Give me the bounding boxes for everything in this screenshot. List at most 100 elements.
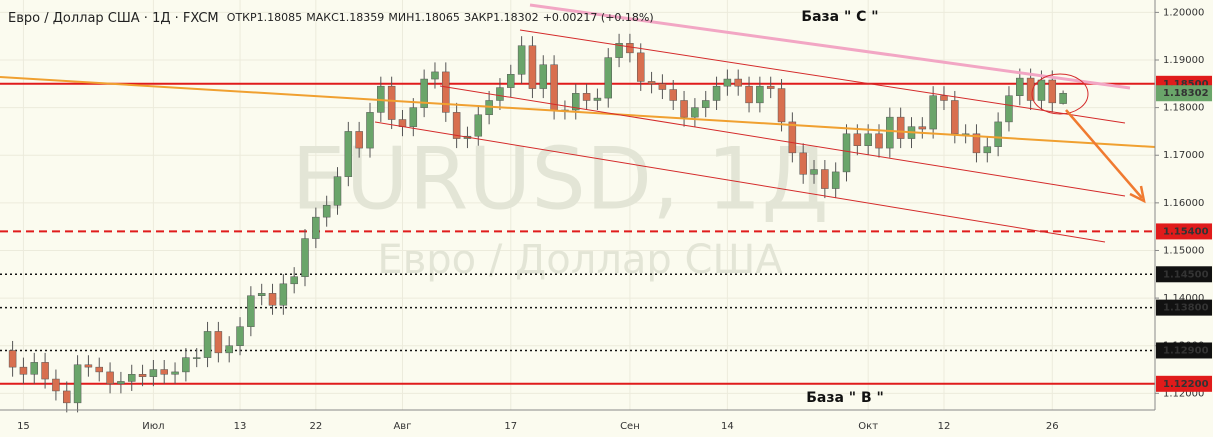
candle-body: [214, 331, 223, 354]
arrow: [1065, 109, 1143, 199]
candle-body: [626, 43, 634, 54]
candle-body: [225, 345, 233, 354]
last-price-label: 1.18302: [1163, 88, 1209, 99]
candle-body: [918, 126, 927, 130]
candle-body: [691, 107, 699, 118]
candle-body: [983, 146, 992, 154]
x-tick-label: 26: [1046, 421, 1059, 432]
candle-body: [322, 204, 331, 218]
candle-body: [1026, 77, 1035, 101]
candle-body: [1005, 95, 1013, 123]
candle-body: [73, 364, 82, 404]
candle-body: [864, 133, 872, 146]
candle-body: [582, 93, 591, 101]
levels: [0, 82, 1155, 385]
candle-body: [723, 78, 732, 87]
candle-body: [192, 357, 201, 359]
level-label-box: [1156, 266, 1212, 283]
drawings: [0, 3, 1156, 243]
ohlc-label: МИН: [388, 11, 414, 24]
symbol: Евро / Доллар США · 1Д · FXCM: [8, 11, 219, 26]
level-label: 1.13800: [1163, 303, 1209, 314]
candle-body: [972, 133, 981, 154]
candles: [8, 33, 1067, 413]
price-axis: [1155, 0, 1213, 437]
candle-body: [268, 293, 277, 306]
candle-body: [474, 114, 483, 137]
candle-body: [41, 362, 49, 380]
candle-body: [8, 350, 17, 368]
candle-body: [452, 112, 461, 139]
x-tick-label: Окт: [858, 421, 878, 432]
x-tick-label: 13: [234, 421, 247, 432]
candle-body: [171, 371, 179, 375]
candle-body: [355, 131, 363, 149]
candle-body: [84, 364, 93, 368]
candle-body: [680, 100, 688, 118]
candle-body: [1059, 92, 1067, 104]
trend-line: [0, 76, 1156, 148]
candle-body: [30, 362, 39, 375]
candle-body: [127, 374, 136, 382]
candle-body: [290, 276, 298, 285]
watermark: EURUSD, 1Д: [291, 129, 828, 229]
level-label-box: [1156, 223, 1212, 240]
candle-body: [507, 74, 515, 88]
candle-body: [387, 85, 396, 120]
candle-body: [528, 45, 537, 89]
candle-body: [853, 133, 862, 146]
candle-body: [788, 121, 797, 154]
candle-body: [615, 43, 623, 58]
circle-mark: [1031, 73, 1089, 115]
ohlc-label: ОТКР: [227, 11, 257, 24]
candle-body: [994, 121, 1002, 147]
candle-body: [810, 169, 818, 175]
candle-body: [496, 87, 504, 101]
x-tick-label: Авг: [393, 421, 411, 432]
annotation: База " C ": [801, 9, 878, 25]
candle-body: [182, 357, 190, 373]
candle-body: [344, 131, 353, 177]
channel-line: [519, 29, 1126, 124]
candle-body: [366, 112, 374, 149]
annotation: База " B ": [806, 390, 884, 406]
candle-body: [658, 83, 667, 90]
y-tick-label: 1.16000: [1163, 198, 1204, 209]
candle-body: [745, 85, 753, 104]
candle-body: [95, 366, 103, 373]
level-label: 1.14500: [1163, 269, 1209, 280]
ohlc-label: ЗАКР: [464, 11, 493, 24]
candle-body: [636, 52, 645, 82]
watermark-sub: Евро / Доллар США: [377, 237, 783, 283]
candle-body: [257, 293, 266, 296]
level-label: 1.12200: [1163, 379, 1209, 390]
candle-body: [1048, 79, 1057, 104]
ohlc-value: 1.18085: [257, 11, 303, 24]
x-tick-label: 14: [721, 421, 734, 432]
candle-body: [160, 369, 168, 375]
candle-body: [647, 81, 656, 85]
candle-body: [896, 116, 905, 139]
candle-body: [593, 97, 602, 101]
x-tick-label: 17: [504, 421, 517, 432]
candle-body: [777, 88, 786, 123]
y-tick-label: 1.20000: [1163, 7, 1204, 18]
change: +0.00217 (+0.18%): [543, 11, 654, 24]
candle-body: [539, 64, 548, 89]
y-tick-label: 1.19000: [1163, 55, 1204, 66]
y-tick-label: 1.17000: [1163, 150, 1204, 161]
candle-body: [398, 119, 407, 127]
level-label: 1.12900: [1163, 345, 1209, 356]
y-tick-label: 1.18000: [1163, 103, 1204, 114]
ohlc-value: 1.18359: [339, 11, 385, 24]
candle-body: [149, 369, 158, 377]
y-tick-label: 1.14000: [1163, 293, 1204, 304]
candle-body: [604, 57, 612, 99]
candle-body: [19, 366, 28, 375]
arrow-head: [1129, 185, 1146, 204]
level-label-box: [1156, 375, 1212, 392]
x-tick-label: Июл: [142, 421, 164, 432]
candle-body: [63, 390, 71, 404]
y-tick-label: 1.12000: [1163, 388, 1204, 399]
